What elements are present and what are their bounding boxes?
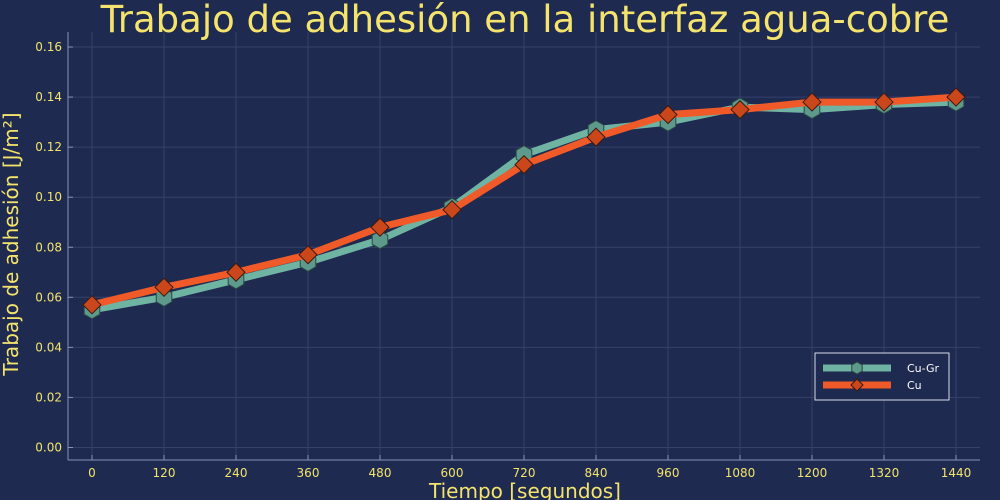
data-point (586, 127, 606, 147)
y-tick-label: 0.12 (35, 140, 62, 154)
data-point (370, 217, 390, 237)
data-point (154, 277, 174, 298)
data-point (730, 99, 750, 120)
y-tick-label: 0.00 (35, 440, 62, 454)
x-tick-label: 1320 (869, 466, 900, 480)
data-point (442, 200, 462, 220)
x-tick-label: 840 (585, 466, 608, 480)
data-point (874, 92, 894, 112)
legend-label: Cu (907, 379, 922, 392)
series-layer (82, 87, 966, 320)
x-tick-label: 0 (88, 466, 96, 480)
data-point (946, 87, 966, 107)
x-tick-label: 1440 (941, 466, 972, 480)
x-tick-label: 240 (225, 466, 248, 480)
x-tick-label: 360 (297, 466, 320, 480)
data-point (514, 154, 534, 175)
legend-box (814, 352, 950, 401)
data-point (226, 262, 246, 282)
data-point (658, 104, 678, 125)
x-axis-label: Tiempo [segundos] (428, 479, 621, 500)
data-point (298, 245, 318, 265)
series-cu (82, 87, 966, 315)
x-tick-label: 480 (369, 466, 392, 480)
y-tick-label: 0.06 (35, 290, 62, 304)
legend-swatch-marker (850, 378, 864, 392)
x-tick-label: 600 (441, 466, 464, 480)
x-tick-label: 1200 (797, 466, 828, 480)
chart-title: Trabajo de adhesión en la interfaz agua-… (100, 0, 950, 41)
data-point (371, 230, 389, 250)
data-point (82, 295, 102, 315)
legend: Cu-Gr Cu (814, 352, 950, 401)
axes-layer: 0 120 240 360 480 600 720 840 960 1080 1200 1320 144… (35, 32, 980, 480)
y-tick-label: 0.04 (35, 340, 62, 354)
x-tick-label: 1080 (725, 466, 756, 480)
y-tick-label: 0.08 (35, 240, 62, 254)
data-point (802, 92, 822, 112)
y-tick-label: 0.02 (35, 390, 62, 404)
y-axis-label: Trabajo de adhesión [J/m²] (0, 112, 23, 376)
legend-label: Cu-Gr (907, 362, 940, 375)
y-tick-label: 0.10 (35, 190, 62, 204)
x-tick-label: 120 (153, 466, 176, 480)
legend-swatch-marker (851, 361, 863, 375)
y-tick-label: 0.16 (35, 40, 62, 54)
x-tick-label: 720 (513, 466, 536, 480)
x-tick-label: 960 (657, 466, 680, 480)
y-tick-label: 0.14 (35, 90, 62, 104)
